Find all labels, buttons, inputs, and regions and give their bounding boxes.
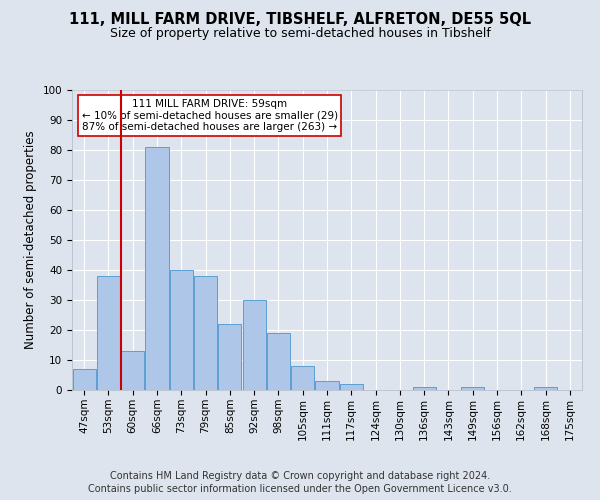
Bar bbox=[73, 369, 95, 390]
Text: Contains HM Land Registry data © Crown copyright and database right 2024.: Contains HM Land Registry data © Crown c… bbox=[110, 471, 490, 481]
Text: Contains public sector information licensed under the Open Government Licence v3: Contains public sector information licen… bbox=[88, 484, 512, 494]
Bar bbox=[194, 276, 217, 390]
Bar bbox=[316, 381, 338, 390]
Bar bbox=[413, 387, 436, 390]
Bar bbox=[170, 270, 193, 390]
Text: Size of property relative to semi-detached houses in Tibshelf: Size of property relative to semi-detach… bbox=[110, 28, 490, 40]
Bar bbox=[267, 333, 290, 390]
Bar bbox=[97, 276, 120, 390]
Bar bbox=[340, 384, 363, 390]
Bar bbox=[291, 366, 314, 390]
Bar bbox=[145, 147, 169, 390]
Bar bbox=[242, 300, 266, 390]
Bar bbox=[461, 387, 484, 390]
Text: 111, MILL FARM DRIVE, TIBSHELF, ALFRETON, DE55 5QL: 111, MILL FARM DRIVE, TIBSHELF, ALFRETON… bbox=[69, 12, 531, 28]
Bar bbox=[121, 351, 144, 390]
Text: 111 MILL FARM DRIVE: 59sqm
← 10% of semi-detached houses are smaller (29)
87% of: 111 MILL FARM DRIVE: 59sqm ← 10% of semi… bbox=[82, 99, 338, 132]
Bar bbox=[534, 387, 557, 390]
Y-axis label: Number of semi-detached properties: Number of semi-detached properties bbox=[24, 130, 37, 350]
Bar bbox=[218, 324, 241, 390]
